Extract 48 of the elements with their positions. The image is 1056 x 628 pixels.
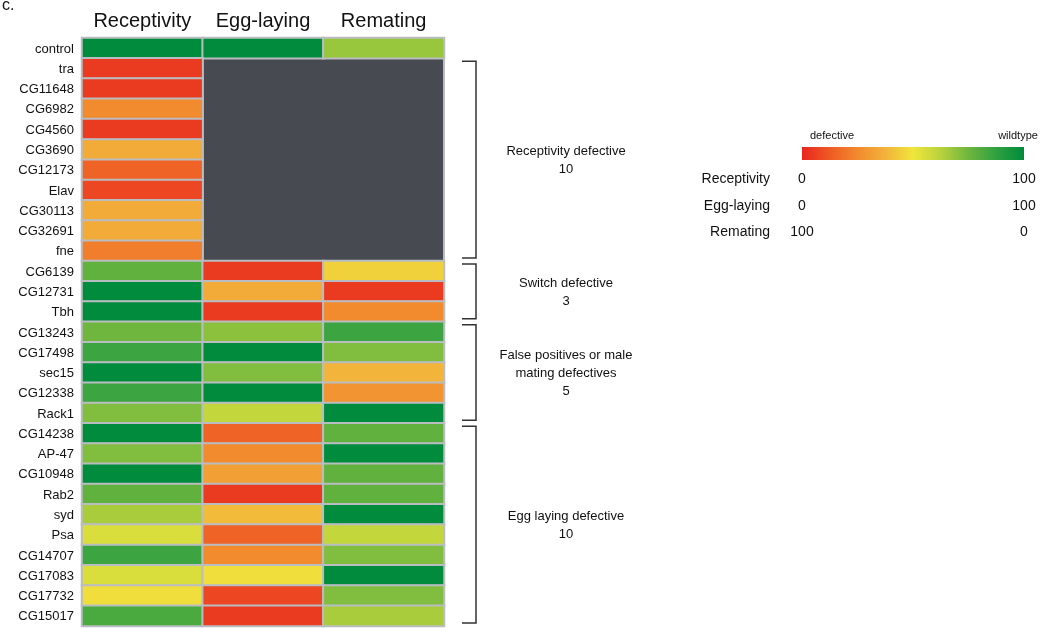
text: defective xyxy=(809,129,855,141)
x-tick-label: Receptivity xyxy=(93,9,192,31)
color-bar-label: 0 xyxy=(798,170,807,186)
y-tick-label: CG12173 xyxy=(18,162,74,178)
y-tick-label: Elav xyxy=(48,182,75,198)
y-tick-label: fne xyxy=(55,243,74,259)
text: 0 xyxy=(798,197,807,213)
text: Receptivity defective 10 xyxy=(506,143,626,177)
y-tick-label: Psa xyxy=(51,527,75,543)
y-tick-label: AP-47 xyxy=(37,446,74,462)
x-tick-label: Remating xyxy=(340,9,427,31)
text: Receptivity xyxy=(701,170,770,186)
y-tick-label: tra xyxy=(58,60,75,76)
y-tick-label: CG10948 xyxy=(18,466,74,482)
x-tick-label: Egg-laying xyxy=(215,9,311,31)
text: False positives or male mating defectives 5 xyxy=(499,347,633,399)
y-tick-label: CG6139 xyxy=(25,263,74,279)
y-tick-label: CG14707 xyxy=(18,547,74,563)
y-tick-label: CG15017 xyxy=(18,608,74,624)
text: Egg laying defective 10 xyxy=(507,508,625,542)
y-tick-label: CG17498 xyxy=(18,344,74,360)
text: 100 xyxy=(1012,197,1036,213)
y-tick-label: Rack1 xyxy=(37,405,74,421)
y-tick-label: CG17083 xyxy=(18,567,74,583)
text: 100 xyxy=(790,223,814,239)
text: Remating xyxy=(710,223,770,239)
y-tick-label: CG17732 xyxy=(18,588,74,604)
y-tick-label: CG6982 xyxy=(25,101,74,117)
y-tick-label: control xyxy=(34,40,75,56)
text: Switch defective 3 xyxy=(519,274,613,308)
y-tick-label: Tbh xyxy=(51,304,74,320)
text: wildtype xyxy=(997,129,1038,141)
text: Egg-laying xyxy=(703,197,770,213)
y-tick-label: syd xyxy=(53,506,74,522)
y-tick-label: CG30113 xyxy=(19,202,74,218)
y-tick-label: CG12338 xyxy=(18,385,74,401)
y-tick-label: CG3690 xyxy=(25,142,74,158)
text: c. xyxy=(2,0,15,13)
y-tick-label: CG14238 xyxy=(18,425,74,441)
y-tick-label: CG11648 xyxy=(19,81,74,97)
y-tick-label: CG12731 xyxy=(18,283,74,299)
y-tick-label: sec15 xyxy=(39,365,74,381)
y-tick-label: CG4560 xyxy=(25,121,74,137)
y-tick-label: Rab2 xyxy=(42,486,74,502)
color-bar-label: 100 xyxy=(1012,170,1036,186)
y-tick-label: CG13243 xyxy=(18,324,74,340)
y-tick-label: CG32691 xyxy=(18,223,74,239)
text: 0 xyxy=(1020,223,1028,239)
